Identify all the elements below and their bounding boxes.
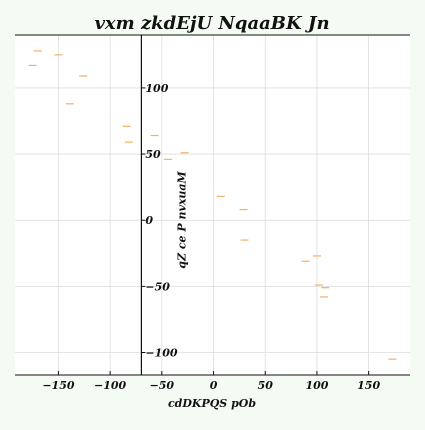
x-tick-labels: −150 −100 −50 0 50 100 150 bbox=[42, 371, 380, 392]
x-tick-label: −100 bbox=[94, 379, 127, 392]
x-tick-label: −150 bbox=[42, 379, 75, 392]
y-tick-label: −50 bbox=[145, 280, 170, 293]
y-tick-label: −100 bbox=[145, 347, 178, 360]
y-axis-title: qZ ce P nvxuaM bbox=[175, 170, 188, 268]
chart-title: vxm zkdEjU NqaaBK Jn bbox=[94, 13, 329, 34]
x-tick-label: −50 bbox=[150, 379, 175, 392]
data-points bbox=[28, 50, 397, 360]
x-tick-label: 150 bbox=[357, 379, 380, 392]
y-tick-label: 100 bbox=[145, 82, 168, 95]
grid-lines bbox=[15, 35, 410, 375]
plot-area-background bbox=[15, 35, 410, 375]
y-tick-label: 50 bbox=[145, 148, 161, 161]
y-tick-labels: −100 −50 0 50 100 bbox=[141, 82, 178, 360]
x-tick-label: 100 bbox=[305, 379, 328, 392]
x-tick-label: 50 bbox=[258, 379, 274, 392]
x-axis-title: cdDKPQS pOb bbox=[168, 397, 256, 410]
x-tick-label: 0 bbox=[210, 379, 218, 392]
y-tick-label: 0 bbox=[145, 214, 153, 227]
